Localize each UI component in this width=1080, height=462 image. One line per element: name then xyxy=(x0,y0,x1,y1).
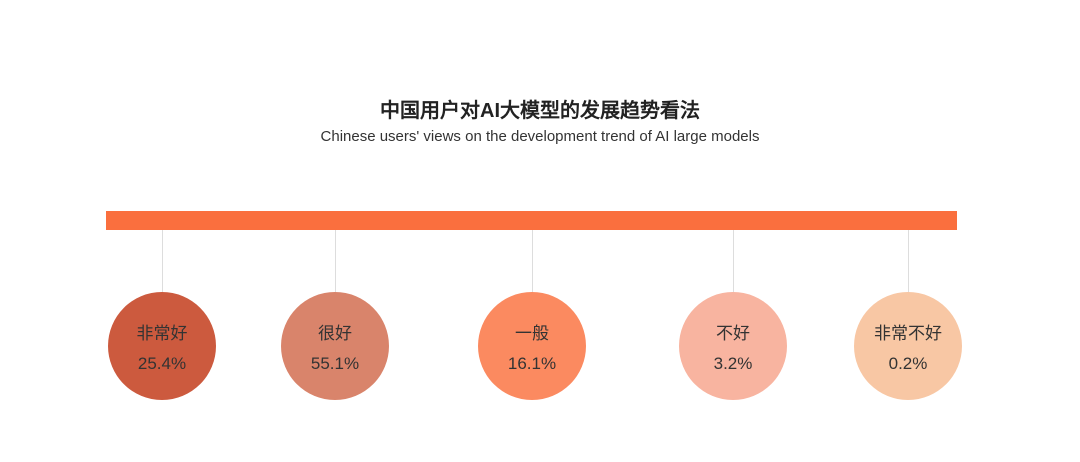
value-label: 16.1% xyxy=(507,353,557,373)
connector-line xyxy=(733,230,734,292)
connector-line xyxy=(532,230,533,292)
chart-title: 中国用户对AI大模型的发展趋势看法 xyxy=(380,100,700,122)
connector-line xyxy=(335,230,336,292)
category-label: 不好 xyxy=(716,323,750,343)
chart-subtitle: Chinese users' views on the development … xyxy=(320,128,760,145)
category-label: 非常不好 xyxy=(874,323,942,343)
category-label: 一般 xyxy=(515,323,549,343)
category-bubble: 不好 3.2% xyxy=(679,292,787,400)
category-bubble: 一般 16.1% xyxy=(478,292,586,400)
category-bubble: 很好 55.1% xyxy=(281,292,389,400)
category-label: 很好 xyxy=(318,323,352,343)
category-bubble: 非常好 25.4% xyxy=(108,292,216,400)
value-label: 25.4% xyxy=(137,353,187,373)
connector-line xyxy=(908,230,909,292)
connector-line xyxy=(162,230,163,292)
category-bubble: 非常不好 0.2% xyxy=(854,292,962,400)
value-label: 3.2% xyxy=(713,353,753,373)
value-label: 55.1% xyxy=(310,353,360,373)
value-label: 0.2% xyxy=(888,353,928,373)
timeline-bar xyxy=(106,211,957,230)
category-label: 非常好 xyxy=(136,323,188,343)
